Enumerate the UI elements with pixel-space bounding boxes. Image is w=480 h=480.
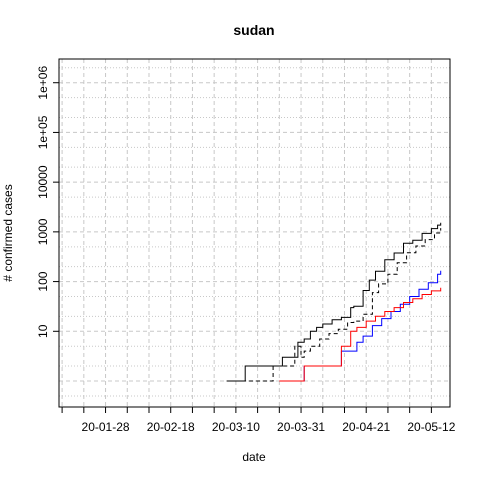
grid — [59, 59, 450, 407]
y-axis: 10 100 1000 10000 1e+05 1e+06 — [36, 66, 59, 338]
x-tick-label: 20-03-10 — [212, 420, 260, 434]
y-tick-label: 1000 — [36, 218, 50, 245]
series-line-1 — [242, 228, 442, 382]
x-tick-label: 20-02-18 — [147, 420, 195, 434]
y-tick-label: 100 — [36, 271, 50, 291]
plot-frame — [58, 58, 451, 408]
series-line-0 — [226, 222, 442, 382]
x-tick-label: 20-01-28 — [82, 420, 130, 434]
x-axis: 20-01-28 20-02-18 20-03-10 20-03-31 20-04-21… — [61, 407, 456, 434]
chart-title: sudan — [233, 22, 274, 38]
y-tick-label: 1e+05 — [36, 115, 50, 149]
x-tick-label: 20-03-31 — [277, 420, 325, 434]
series-line-2 — [301, 270, 442, 382]
x-tick-label: 20-04-21 — [342, 420, 390, 434]
x-tick-label: 20-05-12 — [407, 420, 455, 434]
y-tick-label: 1e+06 — [36, 66, 50, 100]
y-axis-label: # confirmed cases — [1, 184, 15, 281]
series-line-3 — [279, 287, 442, 382]
series-layer — [226, 222, 442, 382]
y-tick-label: 10000 — [36, 165, 50, 199]
x-axis-label: date — [242, 450, 266, 464]
y-tick-label: 10 — [36, 324, 50, 338]
